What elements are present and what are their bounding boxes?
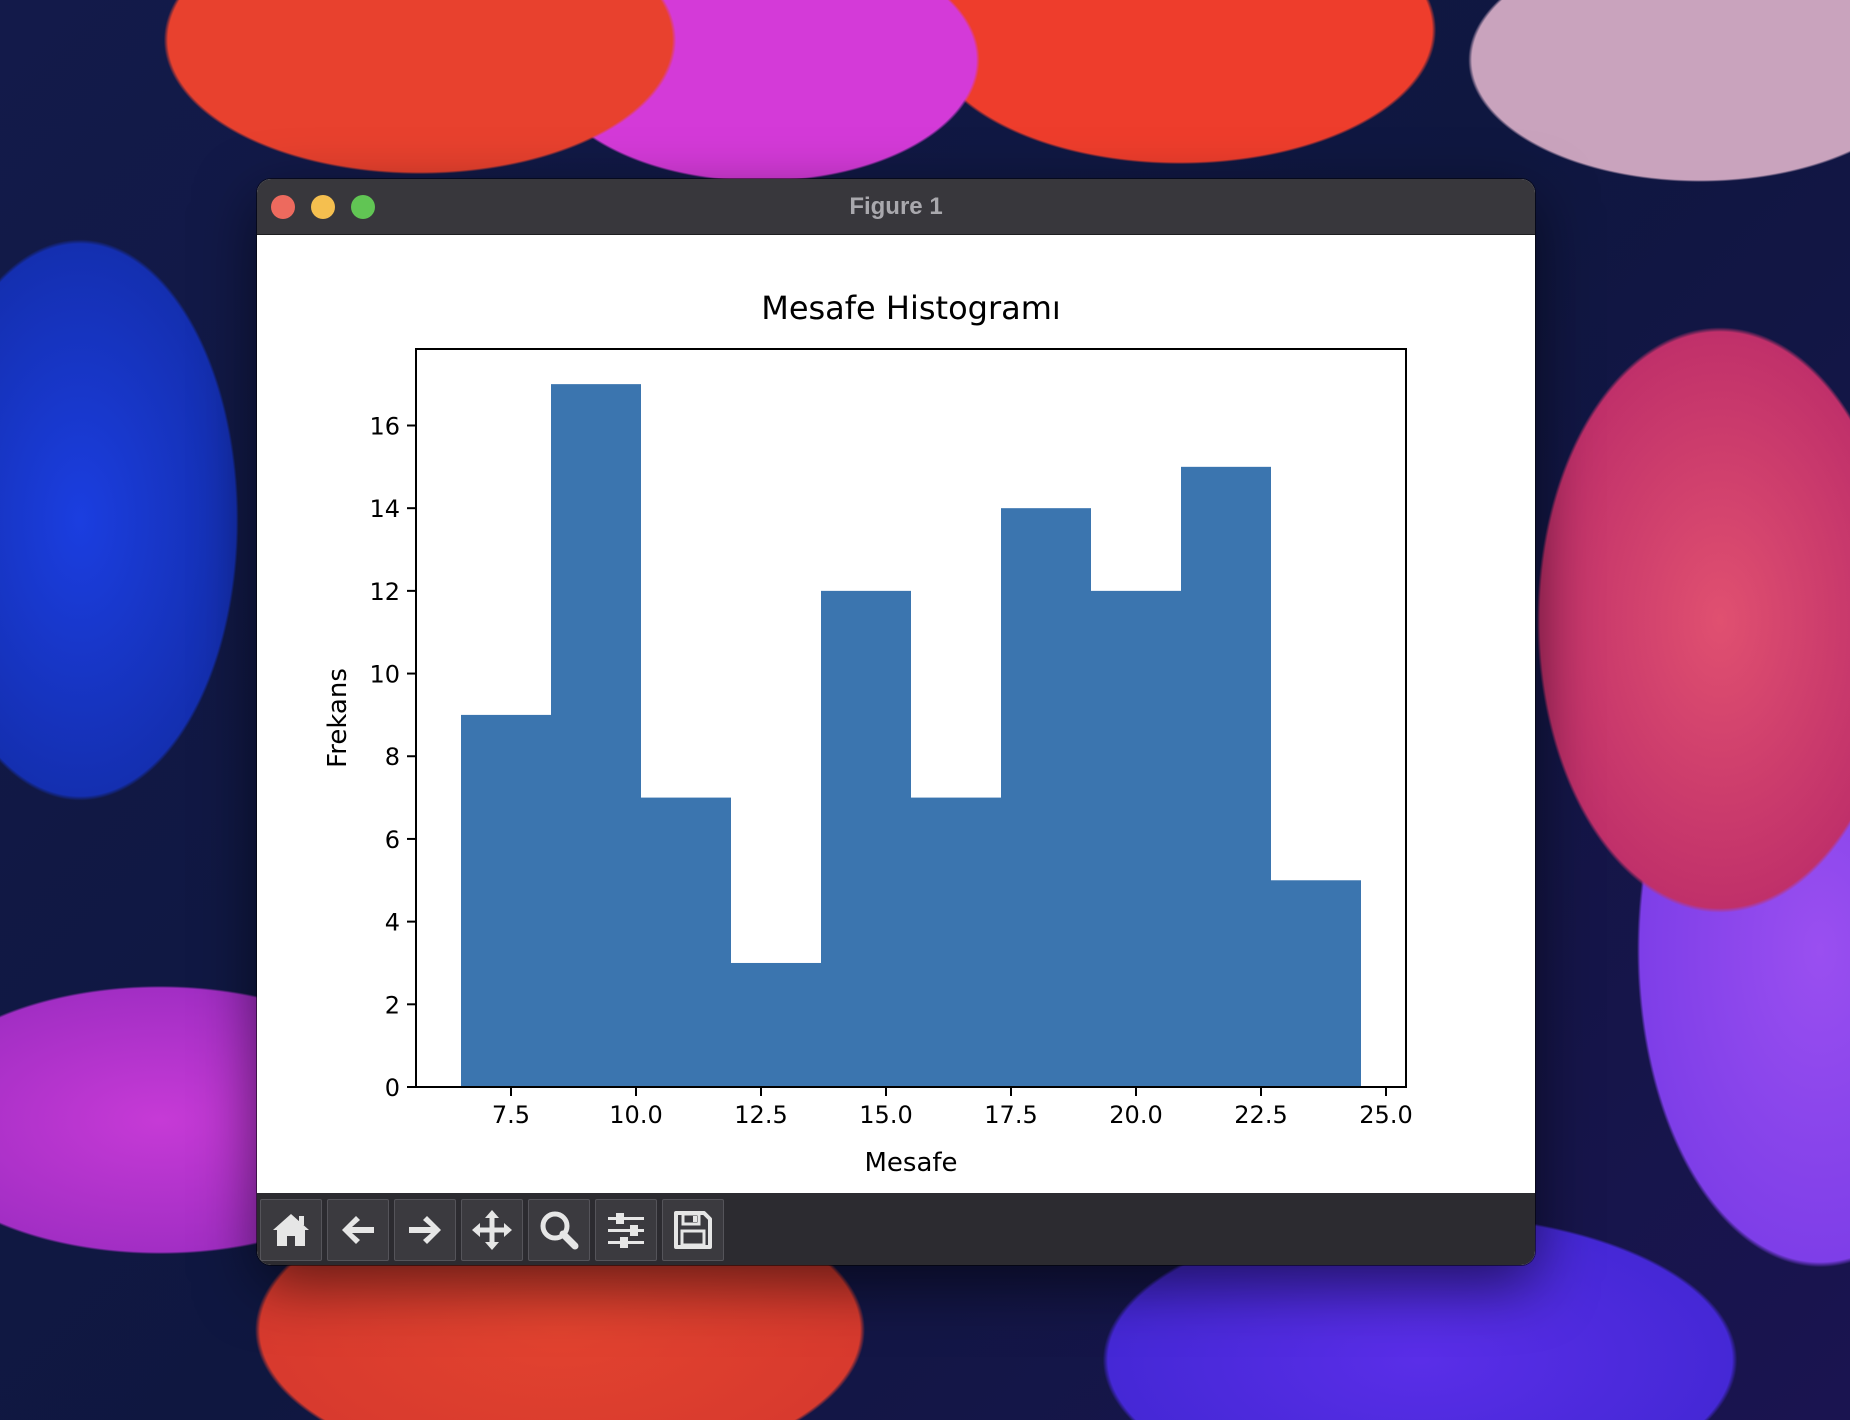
x-tick-label: 22.5 bbox=[1234, 1101, 1287, 1129]
zoom-button[interactable] bbox=[528, 1199, 590, 1261]
pan-button[interactable] bbox=[461, 1199, 523, 1261]
bars-group bbox=[461, 384, 1361, 1088]
plot-frame bbox=[415, 348, 1407, 1088]
y-tick-label: 2 bbox=[385, 991, 400, 1019]
histogram-bar bbox=[641, 797, 731, 1087]
histogram-bar bbox=[1091, 590, 1181, 1087]
chart-title: Mesafe Histogramı bbox=[761, 289, 1061, 327]
window-title: Figure 1 bbox=[849, 193, 943, 220]
y-tick-label: 12 bbox=[369, 578, 400, 606]
y-axis-label: Frekans bbox=[323, 668, 353, 768]
back-button[interactable] bbox=[327, 1199, 389, 1261]
title-bar[interactable]: Figure 1 bbox=[257, 179, 1535, 235]
x-tick-label: 15.0 bbox=[859, 1101, 912, 1129]
home-button[interactable] bbox=[260, 1199, 322, 1261]
histogram-bar bbox=[731, 962, 821, 1087]
y-tick-label: 10 bbox=[369, 661, 400, 689]
y-tick-label: 4 bbox=[385, 909, 400, 937]
figure-window: Figure 1 Mesafe Histogramı 7.5 10.0 12.5 15… bbox=[257, 179, 1535, 1265]
y-tick-label: 16 bbox=[369, 412, 400, 440]
y-ticks-group: 0 2 4 6 8 10 12 14 16 bbox=[369, 412, 416, 1102]
x-ticks-group: 7.5 10.0 12.5 15.0 17.5 20.0 22.5 25.0 bbox=[492, 1087, 1413, 1129]
x-tick-label: 25.0 bbox=[1359, 1101, 1412, 1129]
figure-canvas[interactable]: Mesafe Histogramı 7.5 10.0 12.5 15.0 17.5 20.… bbox=[257, 235, 1535, 1193]
histogram-bar bbox=[821, 590, 911, 1087]
configure-subplots-icon bbox=[608, 1213, 644, 1248]
x-tick-label: 17.5 bbox=[984, 1101, 1037, 1129]
navigation-toolbar bbox=[257, 1193, 1535, 1265]
x-tick-label: 10.0 bbox=[609, 1101, 662, 1129]
histogram-bar bbox=[461, 714, 551, 1087]
histogram-bar bbox=[1001, 508, 1091, 1087]
y-tick-label: 8 bbox=[385, 743, 400, 771]
close-window-button[interactable] bbox=[271, 195, 295, 219]
minimize-window-button[interactable] bbox=[311, 195, 335, 219]
y-tick-label: 14 bbox=[369, 495, 400, 523]
y-tick-label: 6 bbox=[385, 826, 400, 854]
histogram-bar bbox=[911, 797, 1001, 1087]
forward-arrow-icon bbox=[409, 1216, 441, 1244]
histogram-bar bbox=[1271, 880, 1361, 1087]
pan-icon bbox=[472, 1210, 512, 1250]
x-tick-label: 20.0 bbox=[1109, 1101, 1162, 1129]
x-axis-label: Mesafe bbox=[864, 1148, 957, 1178]
histogram-chart: Mesafe Histogramı 7.5 10.0 12.5 15.0 17.5 20.… bbox=[323, 289, 1413, 1178]
forward-button[interactable] bbox=[394, 1199, 456, 1261]
y-tick-label: 0 bbox=[385, 1074, 400, 1102]
zoom-icon bbox=[540, 1211, 579, 1250]
histogram-bar bbox=[551, 384, 641, 1088]
configure-subplots-button[interactable] bbox=[595, 1199, 657, 1261]
x-tick-label: 7.5 bbox=[492, 1101, 530, 1129]
histogram-bar bbox=[1181, 466, 1271, 1088]
x-tick-label: 12.5 bbox=[734, 1101, 787, 1129]
home-icon bbox=[273, 1214, 309, 1246]
back-arrow-icon bbox=[342, 1216, 374, 1244]
save-button[interactable] bbox=[662, 1199, 724, 1261]
maximize-window-button[interactable] bbox=[351, 195, 375, 219]
save-icon bbox=[674, 1211, 712, 1249]
